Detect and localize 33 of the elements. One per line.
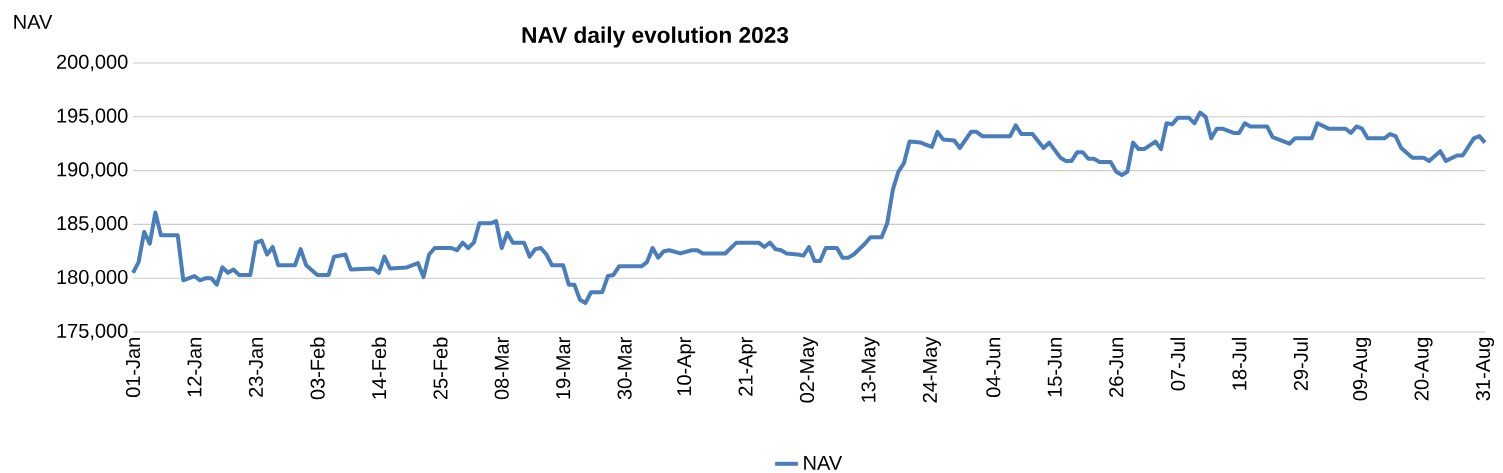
x-tick-label: 24-May bbox=[922, 336, 941, 403]
x-tick-label: 21-Apr bbox=[738, 337, 757, 396]
x-tick-label: 30-Mar bbox=[617, 337, 632, 400]
x-tick-label: 01-Jan bbox=[125, 338, 141, 398]
y-axis-title: NAV bbox=[14, 15, 53, 29]
x-tick-label: 07-Jul bbox=[1170, 338, 1186, 391]
x-tick-label: 29-Jul bbox=[1293, 338, 1308, 391]
line-series bbox=[131, 110, 1487, 305]
chart-title: NAV daily evolution 2023 bbox=[522, 26, 789, 48]
legend-label: NAV bbox=[804, 455, 843, 470]
x-tick-label: 25-Feb bbox=[432, 337, 448, 400]
x-tick-label: 15-Jun bbox=[1047, 338, 1062, 397]
x-tick-label: 08-Mar bbox=[494, 337, 509, 400]
x-tick-label: 14-Feb bbox=[371, 337, 387, 399]
y-tick-label: 180,000 bbox=[57, 269, 128, 287]
y-tick-label: 190,000 bbox=[57, 162, 128, 179]
x-tick-label: 20-Aug bbox=[1414, 338, 1433, 401]
y-tick-label: 200,000 bbox=[57, 54, 128, 72]
y-tick-label: 175,000 bbox=[57, 323, 128, 341]
x-tick-label: 10-Apr bbox=[677, 337, 696, 396]
x-tick-label: 04-Jun bbox=[986, 338, 1001, 398]
x-tick-label: 19-Mar bbox=[556, 337, 571, 399]
x-tick-label: 09-Aug bbox=[1353, 338, 1372, 401]
y-tick-label: 195,000 bbox=[57, 108, 128, 126]
x-tick-label: 12-Jan bbox=[187, 338, 202, 397]
x-tick-label: 13-May bbox=[861, 336, 880, 402]
x-tick-label: 02-May bbox=[799, 336, 819, 403]
x-tick-label: 03-Feb bbox=[310, 337, 325, 400]
x-tick-label: 18-Jul bbox=[1231, 338, 1247, 390]
x-tick-label: 31-Aug bbox=[1475, 338, 1495, 401]
x-tick-label: 23-Jan bbox=[248, 338, 263, 397]
y-tick-label: 185,000 bbox=[57, 216, 128, 233]
x-tick-label: 26-Jun bbox=[1109, 338, 1124, 397]
